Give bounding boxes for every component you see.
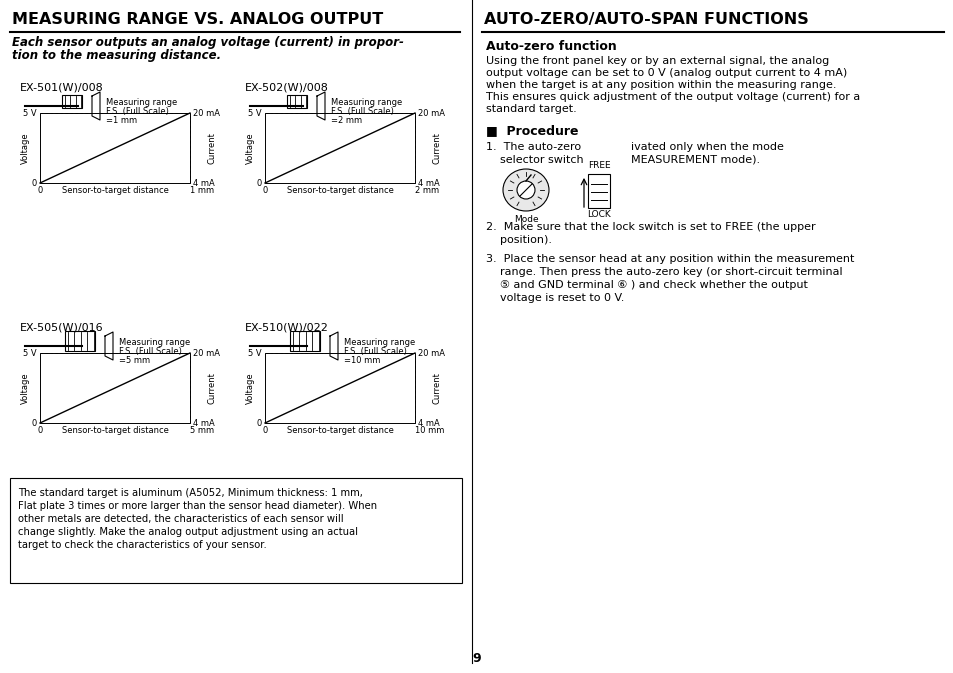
Text: Current: Current [432, 372, 441, 404]
Text: F.S. (Full Scale): F.S. (Full Scale) [106, 107, 169, 116]
Text: when the target is at any position within the measuring range.: when the target is at any position withi… [485, 80, 836, 90]
Bar [265, 113, 415, 183]
Bar [287, 94, 307, 108]
Text: 4 mA: 4 mA [417, 178, 439, 188]
Text: Measuring range: Measuring range [119, 338, 190, 347]
Text: ■  Procedure: ■ Procedure [485, 124, 578, 137]
Text: 0: 0 [37, 186, 43, 195]
Text: Current: Current [208, 372, 216, 404]
Ellipse shape [502, 169, 548, 211]
Text: 5 V: 5 V [248, 108, 262, 118]
Text: Sensor-to-target distance: Sensor-to-target distance [62, 186, 169, 195]
Text: Current: Current [432, 132, 441, 164]
Text: FREE: FREE [587, 161, 610, 170]
Text: 0: 0 [262, 186, 268, 195]
Text: MEASURING RANGE VS. ANALOG OUTPUT: MEASURING RANGE VS. ANALOG OUTPUT [12, 12, 383, 27]
Text: MEASUREMENT mode).: MEASUREMENT mode). [630, 155, 760, 165]
Text: 0: 0 [31, 419, 37, 427]
Text: 0: 0 [37, 426, 43, 435]
Text: voltage is reset to 0 V.: voltage is reset to 0 V. [485, 293, 623, 303]
Text: tion to the measuring distance.: tion to the measuring distance. [12, 49, 221, 62]
Text: Auto-zero function: Auto-zero function [485, 40, 616, 53]
Text: Using the front panel key or by an external signal, the analog: Using the front panel key or by an exter… [485, 56, 828, 66]
Bar [290, 331, 319, 351]
Text: AUTO-ZERO/AUTO-SPAN FUNCTIONS: AUTO-ZERO/AUTO-SPAN FUNCTIONS [483, 12, 808, 27]
Text: 20 mA: 20 mA [193, 349, 220, 357]
Text: 2.  Make sure that the lock switch is set to FREE (the upper: 2. Make sure that the lock switch is set… [485, 222, 815, 232]
Text: Voltage: Voltage [245, 132, 254, 164]
Text: Current: Current [208, 132, 216, 164]
Text: selector switch: selector switch [485, 155, 583, 165]
Text: F.S. (Full Scale): F.S. (Full Scale) [331, 107, 394, 116]
Text: ivated only when the mode: ivated only when the mode [630, 142, 783, 152]
Bar [65, 331, 95, 351]
Ellipse shape [517, 181, 535, 199]
Bar [62, 94, 82, 108]
Text: This ensures quick adjustment of the output voltage (current) for a: This ensures quick adjustment of the out… [485, 92, 860, 102]
Text: position).: position). [485, 235, 552, 245]
Text: EX-501(W)/008: EX-501(W)/008 [20, 83, 104, 93]
Text: Voltage: Voltage [20, 372, 30, 404]
Bar [10, 478, 461, 583]
Text: 20 mA: 20 mA [417, 349, 444, 357]
Text: =10 mm: =10 mm [344, 356, 380, 365]
Text: F.S. (Full Scale): F.S. (Full Scale) [344, 347, 406, 356]
Text: 10 mm: 10 mm [415, 426, 444, 435]
Text: 20 mA: 20 mA [193, 108, 220, 118]
Text: output voltage can be set to 0 V (analog output current to 4 mA): output voltage can be set to 0 V (analog… [485, 68, 846, 78]
Text: Mode: Mode [513, 215, 537, 224]
Text: 20 mA: 20 mA [417, 108, 444, 118]
Text: Sensor-to-target distance: Sensor-to-target distance [286, 186, 393, 195]
Text: The standard target is aluminum (A5052, Minimum thickness: 1 mm,: The standard target is aluminum (A5052, … [18, 488, 362, 498]
Bar [40, 353, 190, 423]
Text: 4 mA: 4 mA [193, 419, 214, 427]
Text: 2 mm: 2 mm [415, 186, 438, 195]
Bar [587, 174, 609, 208]
Text: ⑤ and GND terminal ⑥ ) and check whether the output: ⑤ and GND terminal ⑥ ) and check whether… [485, 280, 807, 290]
Text: Measuring range: Measuring range [106, 98, 177, 107]
Text: 0: 0 [31, 178, 37, 188]
Text: other metals are detected, the characteristics of each sensor will: other metals are detected, the character… [18, 514, 343, 524]
Text: Voltage: Voltage [245, 372, 254, 404]
Text: F.S. (Full Scale): F.S. (Full Scale) [119, 347, 182, 356]
Text: EX-505(W)/016: EX-505(W)/016 [20, 323, 104, 333]
Text: =2 mm: =2 mm [331, 116, 362, 125]
Text: 5 mm: 5 mm [190, 426, 213, 435]
Text: Sensor-to-target distance: Sensor-to-target distance [286, 426, 393, 435]
Text: Sensor-to-target distance: Sensor-to-target distance [62, 426, 169, 435]
Text: LOCK: LOCK [586, 210, 610, 219]
Bar [40, 113, 190, 183]
Text: 1 mm: 1 mm [190, 186, 213, 195]
Bar [265, 353, 415, 423]
Text: 4 mA: 4 mA [193, 178, 214, 188]
Text: change slightly. Make the analog output adjustment using an actual: change slightly. Make the analog output … [18, 527, 357, 537]
Text: 4 mA: 4 mA [417, 419, 439, 427]
Text: 9: 9 [472, 652, 481, 665]
Text: standard target.: standard target. [485, 104, 577, 114]
Text: =1 mm: =1 mm [106, 116, 137, 125]
Text: Measuring range: Measuring range [344, 338, 415, 347]
Text: EX-502(W)/008: EX-502(W)/008 [245, 83, 329, 93]
Text: 5 V: 5 V [248, 349, 262, 357]
Text: 5 V: 5 V [24, 349, 37, 357]
Text: 5 V: 5 V [24, 108, 37, 118]
Text: 0: 0 [256, 419, 262, 427]
Text: 0: 0 [262, 426, 268, 435]
Text: =5 mm: =5 mm [119, 356, 150, 365]
Text: Flat plate 3 times or more larger than the sensor head diameter). When: Flat plate 3 times or more larger than t… [18, 501, 376, 511]
Text: Each sensor outputs an analog voltage (current) in propor-: Each sensor outputs an analog voltage (c… [12, 36, 403, 49]
Text: 0: 0 [256, 178, 262, 188]
Text: 3.  Place the sensor head at any position within the measurement: 3. Place the sensor head at any position… [485, 254, 854, 264]
Text: Voltage: Voltage [20, 132, 30, 164]
Text: 1.  The auto-zero: 1. The auto-zero [485, 142, 580, 152]
Text: target to check the characteristics of your sensor.: target to check the characteristics of y… [18, 540, 267, 550]
Text: range. Then press the auto-zero key (or short-circuit terminal: range. Then press the auto-zero key (or … [485, 267, 841, 277]
Text: Measuring range: Measuring range [331, 98, 402, 107]
Text: EX-510(W)/022: EX-510(W)/022 [245, 323, 329, 333]
